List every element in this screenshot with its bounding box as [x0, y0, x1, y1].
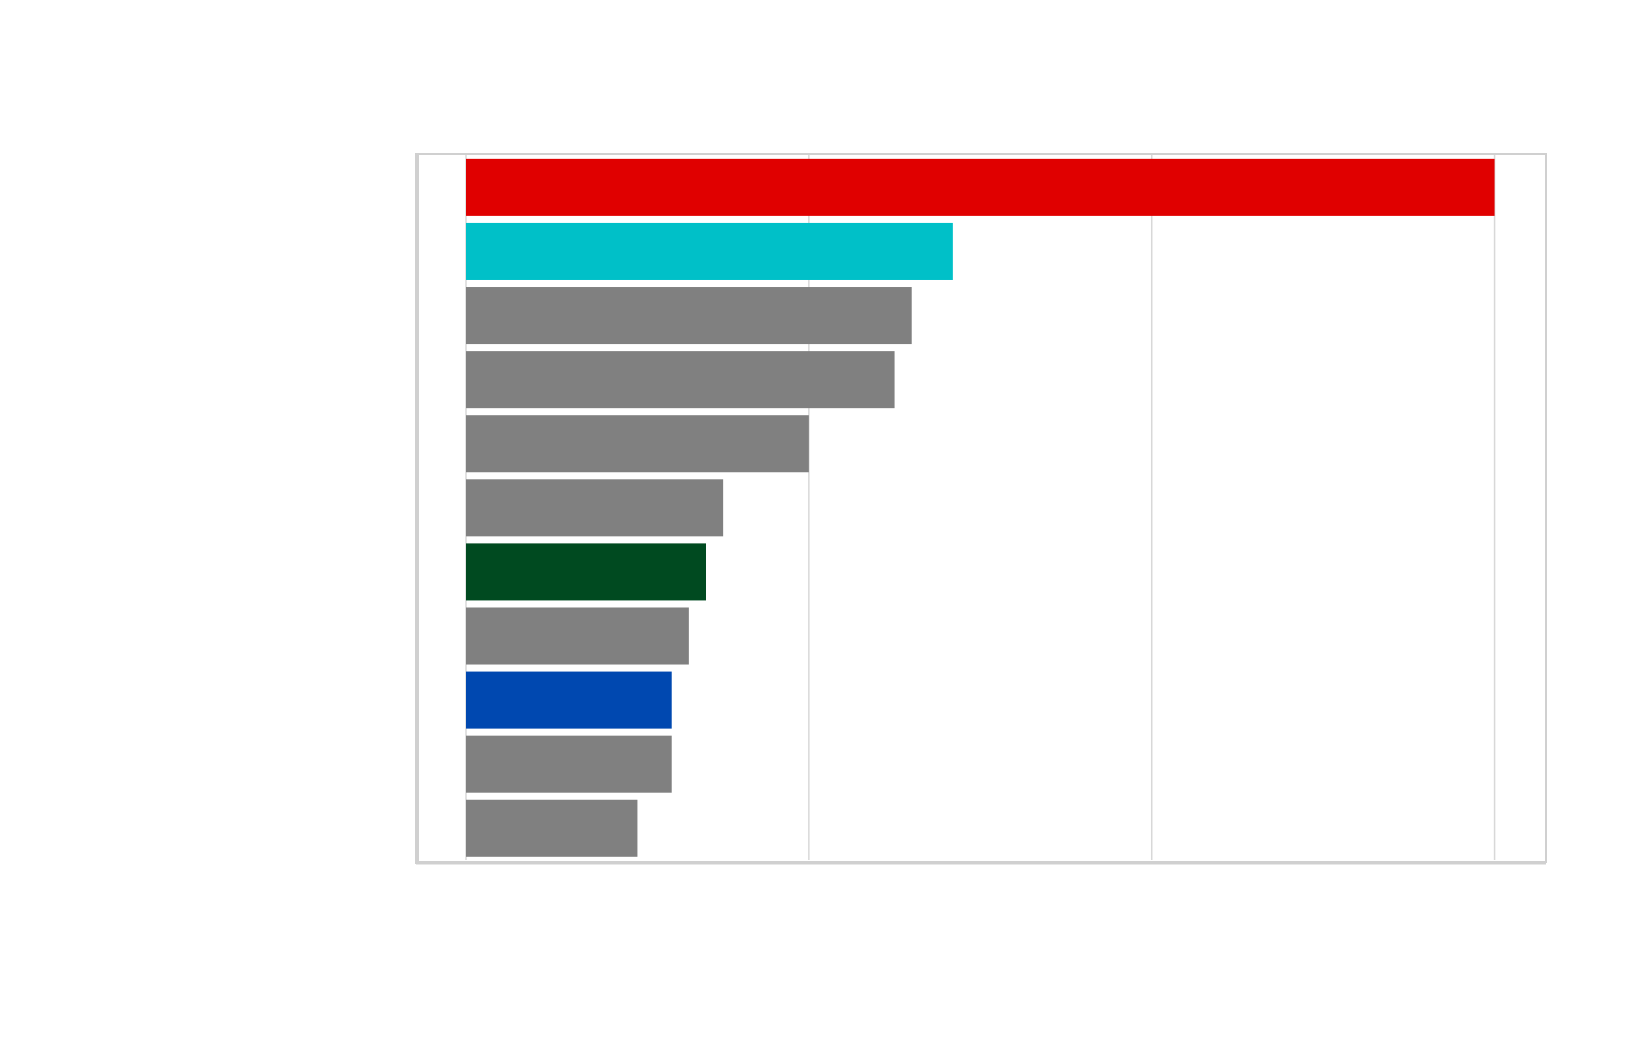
bar [466, 607, 689, 665]
bar [466, 735, 672, 793]
bar [466, 287, 912, 345]
bar [466, 543, 706, 601]
bar [466, 479, 724, 537]
bar [466, 415, 809, 473]
bar [466, 222, 953, 280]
bar [466, 671, 672, 729]
bar [466, 799, 638, 857]
bar [466, 351, 895, 409]
bar [466, 158, 1495, 216]
